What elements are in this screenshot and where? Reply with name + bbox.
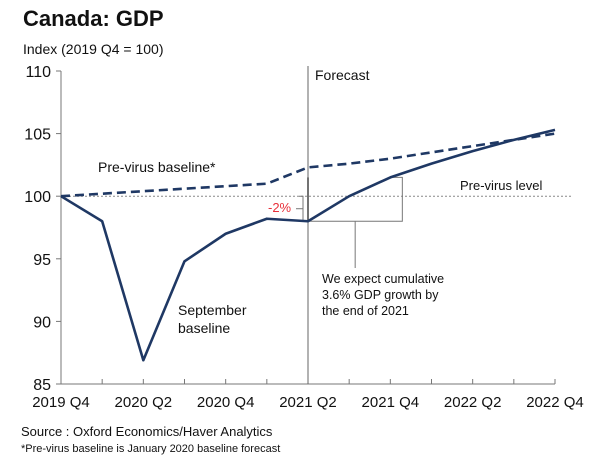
chart-title: Canada: GDP: [23, 6, 164, 31]
september-label-line1: September: [178, 302, 247, 318]
y-tick-label: 85: [33, 377, 51, 394]
y-tick-label: 105: [24, 127, 51, 144]
expect-label-line2: 3.6% GDP growth by: [322, 288, 439, 302]
x-tick-label: 2021 Q4: [362, 394, 420, 411]
y-tick-label: 95: [33, 252, 51, 269]
y-tick-label: 90: [33, 314, 51, 331]
expect-label-line3: the end of 2021: [322, 304, 409, 318]
forecast-label: Forecast: [315, 67, 370, 83]
previrus-level-label: Pre-virus level: [460, 178, 542, 193]
y-axis-label: Index (2019 Q4 = 100): [23, 41, 164, 57]
x-tick-label: 2019 Q4: [32, 394, 90, 411]
axes: [56, 70, 556, 385]
x-tick-label: 2022 Q2: [444, 394, 502, 411]
growth-bracket: [308, 176, 403, 222]
september-baseline-line: [60, 128, 556, 362]
september-label-line2: baseline: [178, 320, 230, 336]
y-tick-label: 110: [25, 64, 51, 81]
footnote: *Pre-virus baseline is January 2020 base…: [21, 443, 281, 455]
source-note: Source : Oxford Economics/Haver Analytic…: [21, 424, 273, 439]
expect-label-line1: We expect cumulative: [322, 272, 444, 286]
x-tick-label: 2022 Q4: [526, 394, 584, 411]
y-tick-label: 100: [24, 189, 51, 206]
x-tick-label: 2020 Q4: [197, 394, 255, 411]
series: [60, 128, 556, 362]
gap-annotation: -2%: [268, 200, 292, 215]
reference-lines: [61, 66, 572, 384]
x-tick-label: 2020 Q2: [115, 394, 173, 411]
x-tick-label: 2021 Q2: [279, 394, 337, 411]
tick-labels: 85 90 95 100 105 110 2019 Q4 2020 Q2 2020 Q4 2021…: [24, 64, 583, 411]
annotation-brackets: [296, 176, 403, 268]
previrus-baseline-label: Pre-virus baseline*: [98, 159, 216, 175]
